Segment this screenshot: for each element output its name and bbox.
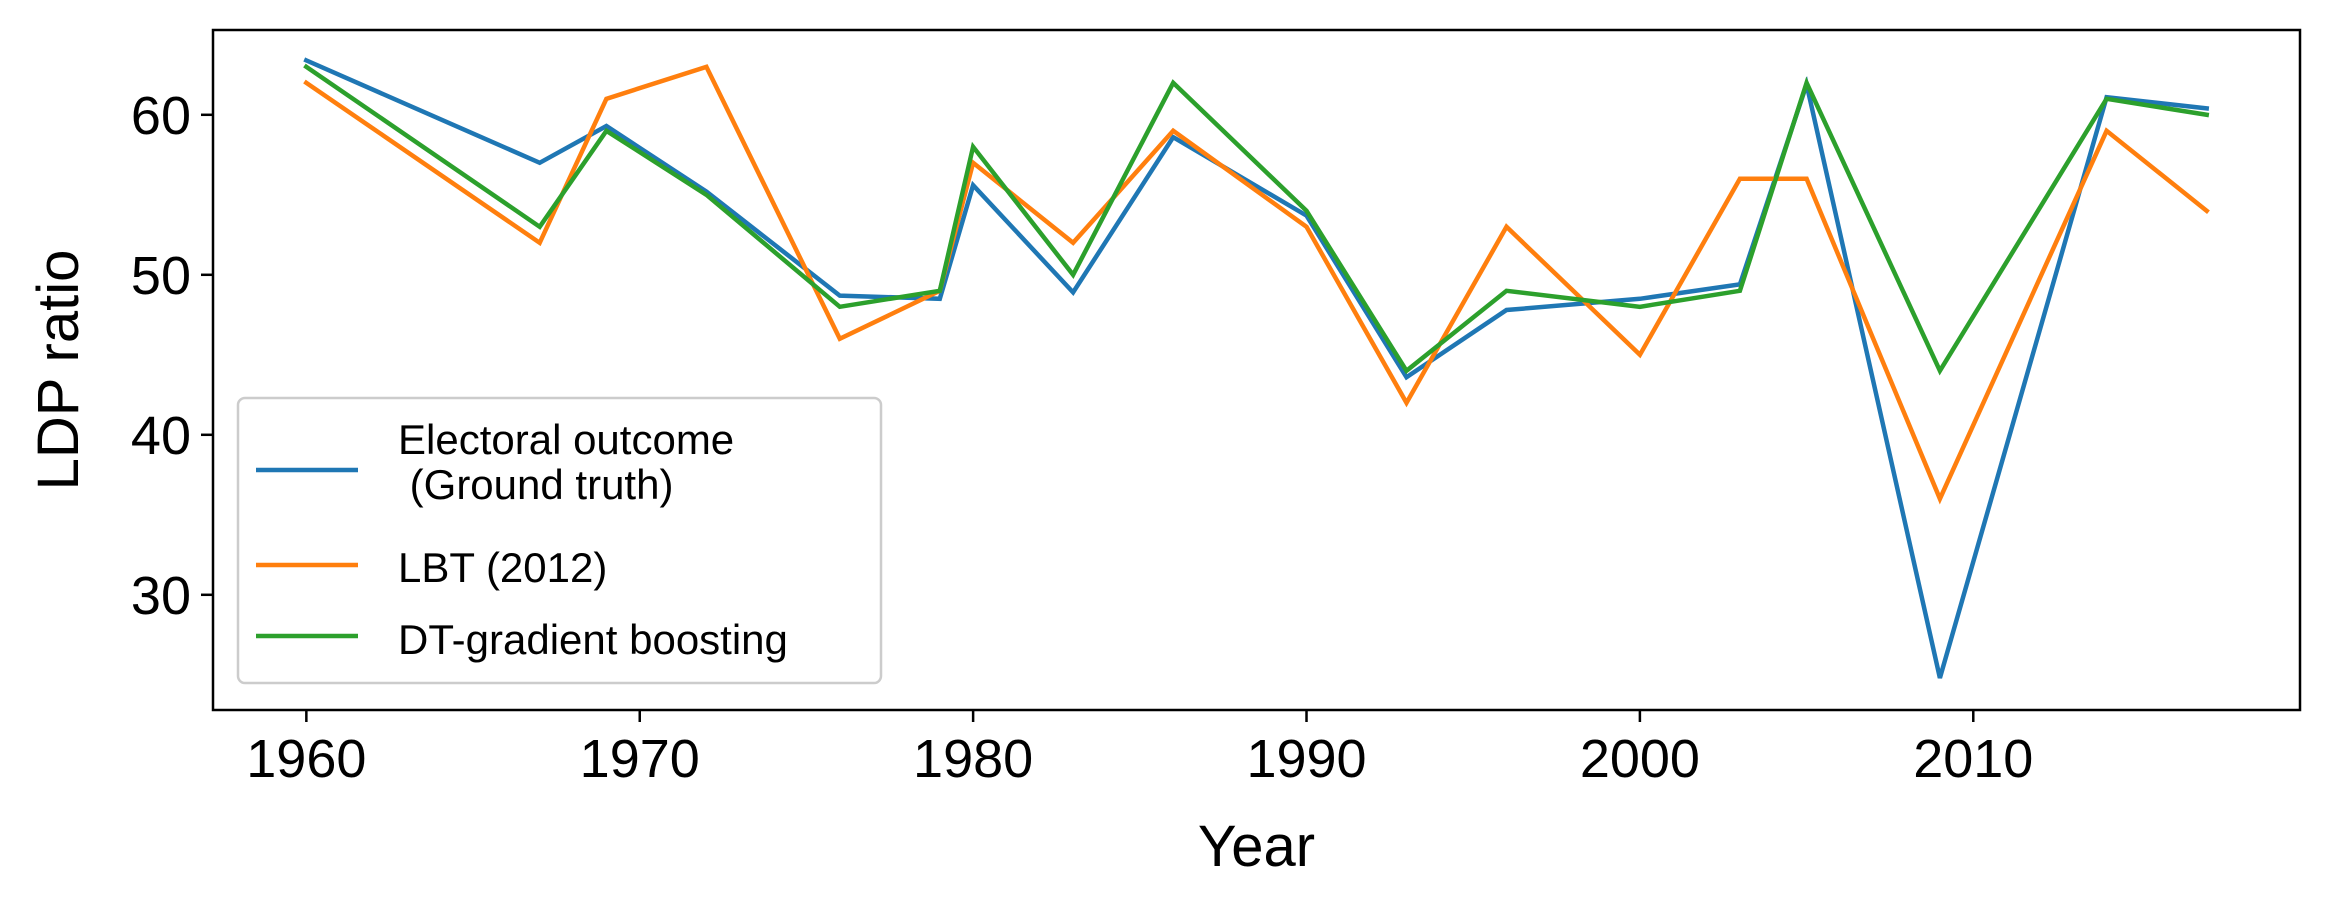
y-tick-label: 50 (131, 246, 191, 306)
x-tick-label: 2010 (1913, 729, 2033, 789)
x-tick-label: 1960 (246, 729, 366, 789)
y-tick-label: 60 (131, 86, 191, 146)
y-axis: 30 40 50 60 (131, 86, 213, 626)
x-tick-label: 1990 (1246, 729, 1366, 789)
legend-label: DT-gradient boosting (398, 616, 788, 663)
plot-frame (211, 28, 2302, 712)
series-line-1 (303, 64, 2210, 505)
series-layer (303, 57, 2210, 679)
legend-label: Electoral outcome (Ground truth) (398, 416, 734, 508)
legend-label: LBT (2012) (398, 544, 607, 591)
x-tick-label: 1980 (913, 729, 1033, 789)
x-tick-label: 2000 (1580, 729, 1700, 789)
x-tick-label: 1970 (580, 729, 700, 789)
series-line-2 (303, 63, 2210, 376)
x-axis: 1960 1970 1980 1990 2000 2010 (246, 710, 2033, 789)
y-tick-label: 40 (131, 406, 191, 466)
x-axis-label: Year (1198, 814, 1315, 879)
legend-box (236, 396, 883, 685)
y-axis-label: LDP ratio (26, 250, 91, 491)
y-tick-label: 30 (131, 566, 191, 626)
legend: Electoral outcome (Ground truth) LBT (201… (236, 396, 883, 685)
